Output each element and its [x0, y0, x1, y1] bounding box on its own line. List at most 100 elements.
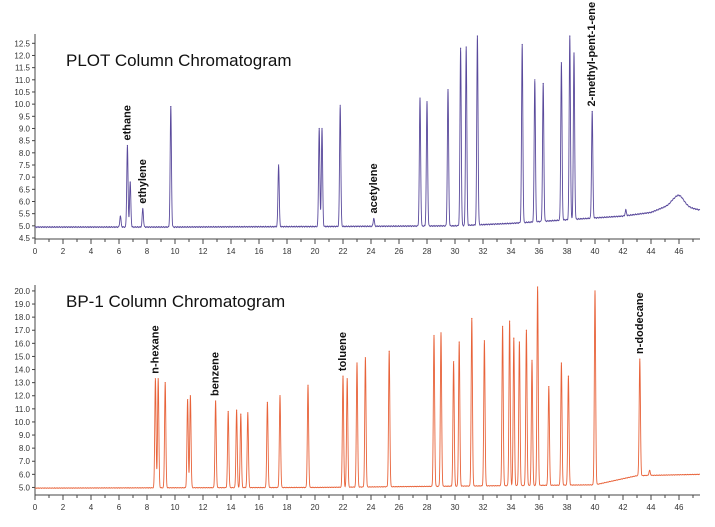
y-tick-label: 20.0	[14, 287, 30, 296]
peak-point	[129, 181, 131, 183]
x-tick-label: 44	[647, 247, 656, 256]
peak-point	[142, 208, 144, 210]
peak-point	[227, 410, 229, 413]
x-tick-label: 36	[535, 503, 544, 512]
peak-point	[119, 215, 121, 217]
peak-point	[521, 43, 523, 46]
x-tick-label: 2	[61, 503, 66, 512]
peak-point	[591, 110, 593, 113]
peak-point	[154, 378, 156, 380]
peak-point	[560, 362, 563, 364]
peak-point	[678, 194, 680, 197]
y-tick-label: 8.0	[19, 444, 31, 453]
y-tick-label: 5.0	[19, 222, 31, 231]
peak-point	[639, 358, 641, 360]
y-tick-label: 11.5	[15, 64, 31, 73]
peak-point	[236, 409, 238, 411]
x-tick-label: 8	[145, 247, 150, 256]
y-tick-label: 19.0	[14, 300, 30, 309]
peak-point	[594, 290, 596, 292]
peak-point	[164, 382, 166, 384]
y-tick-label: 18.0	[14, 313, 30, 322]
peak-point	[465, 46, 467, 48]
peak-point	[531, 359, 533, 361]
y-tick-label: 9.5	[19, 112, 31, 121]
peak-point	[537, 286, 539, 288]
peak-point	[278, 164, 280, 166]
peak-point	[126, 144, 128, 147]
peak-annotation: 2-methyl-pent-1-ene	[586, 2, 598, 107]
x-tick-label: 44	[647, 503, 656, 512]
peak-point	[542, 82, 544, 85]
peak-point	[187, 399, 189, 401]
x-tick-label: 32	[479, 503, 488, 512]
x-tick-label: 30	[451, 503, 460, 512]
y-tick-label: 5.0	[19, 483, 31, 492]
peak-point	[364, 357, 366, 359]
peak-point	[426, 101, 428, 103]
x-tick-label: 34	[507, 503, 516, 512]
y-tick-label: 17.0	[14, 326, 30, 335]
x-tick-label: 26	[395, 503, 404, 512]
peak-point	[189, 395, 191, 397]
peak-point	[567, 375, 570, 377]
x-tick-label: 46	[675, 503, 684, 512]
peak-point	[419, 97, 421, 99]
peak-annotation: benzene	[210, 352, 222, 396]
x-tick-label: 42	[619, 247, 628, 256]
chart-panel-2: 5.0 6.0 7.0 8.0 9.0 10.0 11.0 12.0 13.0 14.0 15.0 1…	[14, 285, 701, 512]
peak-point	[502, 325, 504, 327]
x-tick-label: 24	[367, 503, 376, 512]
peak-point	[453, 361, 455, 363]
peak-point	[513, 337, 515, 339]
x-tick-label: 6	[117, 503, 122, 512]
x-tick-label: 4	[89, 247, 94, 256]
peak-point	[518, 341, 521, 343]
peak-point	[471, 317, 473, 320]
y-tick-label: 16.0	[14, 339, 30, 348]
y-tick-label: 8.0	[19, 149, 31, 158]
y-tick-label: 4.5	[19, 234, 31, 243]
peak-annotation: toluene	[337, 332, 349, 371]
y-tick-label: 11.0	[15, 76, 31, 85]
x-tick-label: 30	[451, 247, 460, 256]
x-tick-label: 28	[423, 247, 432, 256]
x-tick-label: 18	[283, 247, 292, 256]
y-tick-label: 10.0	[14, 418, 30, 427]
x-tick-label: 24	[367, 247, 376, 256]
x-tick-label: 16	[255, 247, 264, 256]
x-tick-label: 14	[227, 503, 236, 512]
peak-point	[342, 375, 344, 377]
x-tick-label: 2	[61, 247, 66, 256]
x-tick-label: 32	[479, 247, 488, 256]
x-tick-label: 4	[89, 503, 94, 512]
x-tick-label: 40	[591, 247, 600, 256]
peak-point	[356, 362, 358, 364]
x-tick-label: 16	[255, 503, 264, 512]
x-tick-label: 26	[395, 247, 404, 256]
x-tick-label: 46	[675, 247, 684, 256]
y-tick-label: 6.0	[19, 197, 31, 206]
y-tick-label: 9.0	[19, 431, 31, 440]
y-tick-label: 10.5	[14, 88, 30, 97]
peak-point	[625, 209, 627, 211]
x-tick-label: 34	[507, 247, 516, 256]
peak-point	[266, 401, 268, 403]
x-tick-label: 40	[591, 503, 600, 512]
x-tick-label: 12	[199, 503, 208, 512]
peak-point	[321, 127, 323, 130]
chart-title: PLOT Column Chromatogram	[66, 51, 292, 70]
peak-annotation: n-dodecane	[634, 292, 646, 354]
peak-point	[525, 329, 528, 331]
peak-point	[339, 104, 341, 106]
peak-point	[215, 400, 217, 402]
peak-point	[440, 332, 442, 334]
peak-point	[346, 378, 348, 380]
x-tick-label: 14	[227, 247, 236, 256]
peak-point	[433, 334, 435, 337]
peak-point	[307, 384, 309, 386]
y-tick-label: 15.0	[14, 352, 30, 361]
peak-point	[460, 47, 462, 49]
